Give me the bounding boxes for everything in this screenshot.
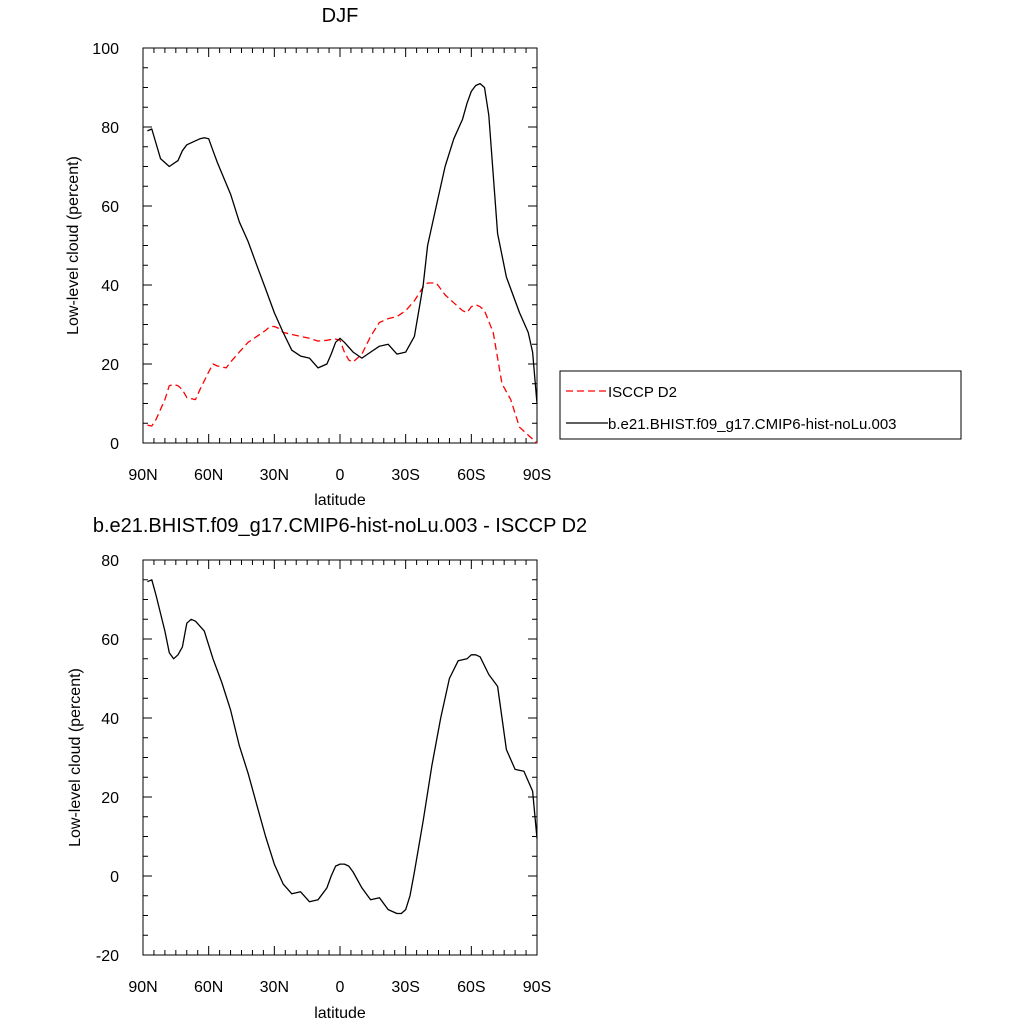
x-tick-label: 0 bbox=[336, 467, 345, 484]
x-tick-label: 60N bbox=[194, 979, 223, 996]
y-tick-label: 40 bbox=[101, 278, 119, 295]
y-axis-label: Low-level cloud (percent) bbox=[67, 668, 84, 847]
chart-djf: DJF 90N 60N 30N 0 30S 60S 90S 0 20 40 60 80 100 latitu… bbox=[65, 5, 962, 509]
plot-frame bbox=[142, 47, 538, 444]
x-tick-label: 30S bbox=[391, 467, 419, 484]
y-tick-label: -20 bbox=[96, 948, 119, 965]
chart-title: DJF bbox=[322, 5, 359, 27]
chart-difference: b.e21.BHIST.f09_g17.CMIP6-hist-noLu.003 … bbox=[67, 515, 587, 1022]
x-tick-label: 90S bbox=[523, 467, 551, 484]
x-tick-label: 30N bbox=[260, 979, 289, 996]
x-axis-label: latitude bbox=[314, 1005, 366, 1022]
x-tick-label: 90N bbox=[128, 979, 157, 996]
x-tick-label: 30S bbox=[391, 979, 419, 996]
x-tick-label: 60N bbox=[194, 467, 223, 484]
y-tick-label: 0 bbox=[110, 436, 119, 453]
x-tick-label: 60S bbox=[457, 979, 485, 996]
y-tick-label: 40 bbox=[101, 711, 119, 728]
chart-title: b.e21.BHIST.f09_g17.CMIP6-hist-noLu.003 … bbox=[93, 515, 587, 537]
y-tick-label: 80 bbox=[101, 553, 119, 570]
legend-box bbox=[559, 370, 962, 440]
y-axis-label: Low-level cloud (percent) bbox=[65, 156, 82, 335]
x-tick-label: 90N bbox=[128, 467, 157, 484]
y-tick-label: 20 bbox=[101, 790, 119, 807]
series-line-model bbox=[147, 579, 538, 915]
x-tick-label: 90S bbox=[523, 979, 551, 996]
x-axis-label: latitude bbox=[314, 492, 366, 509]
series-line-isccp bbox=[147, 282, 538, 444]
y-tick-label: 100 bbox=[92, 41, 119, 58]
legend-label: b.e21.BHIST.f09_g17.CMIP6-hist-noLu.003 bbox=[608, 416, 897, 433]
y-tick-label: 0 bbox=[110, 869, 119, 886]
legend-label: ISCCP D2 bbox=[608, 384, 677, 401]
x-tick-label: 30N bbox=[260, 467, 289, 484]
plot-frame bbox=[142, 559, 538, 956]
y-tick-label: 80 bbox=[101, 120, 119, 137]
x-tick-label: 60S bbox=[457, 467, 485, 484]
y-tick-label: 60 bbox=[101, 632, 119, 649]
y-tick-label: 60 bbox=[101, 199, 119, 216]
y-tick-label: 20 bbox=[101, 357, 119, 374]
x-tick-label: 0 bbox=[336, 979, 345, 996]
series-line-model bbox=[147, 82, 538, 404]
